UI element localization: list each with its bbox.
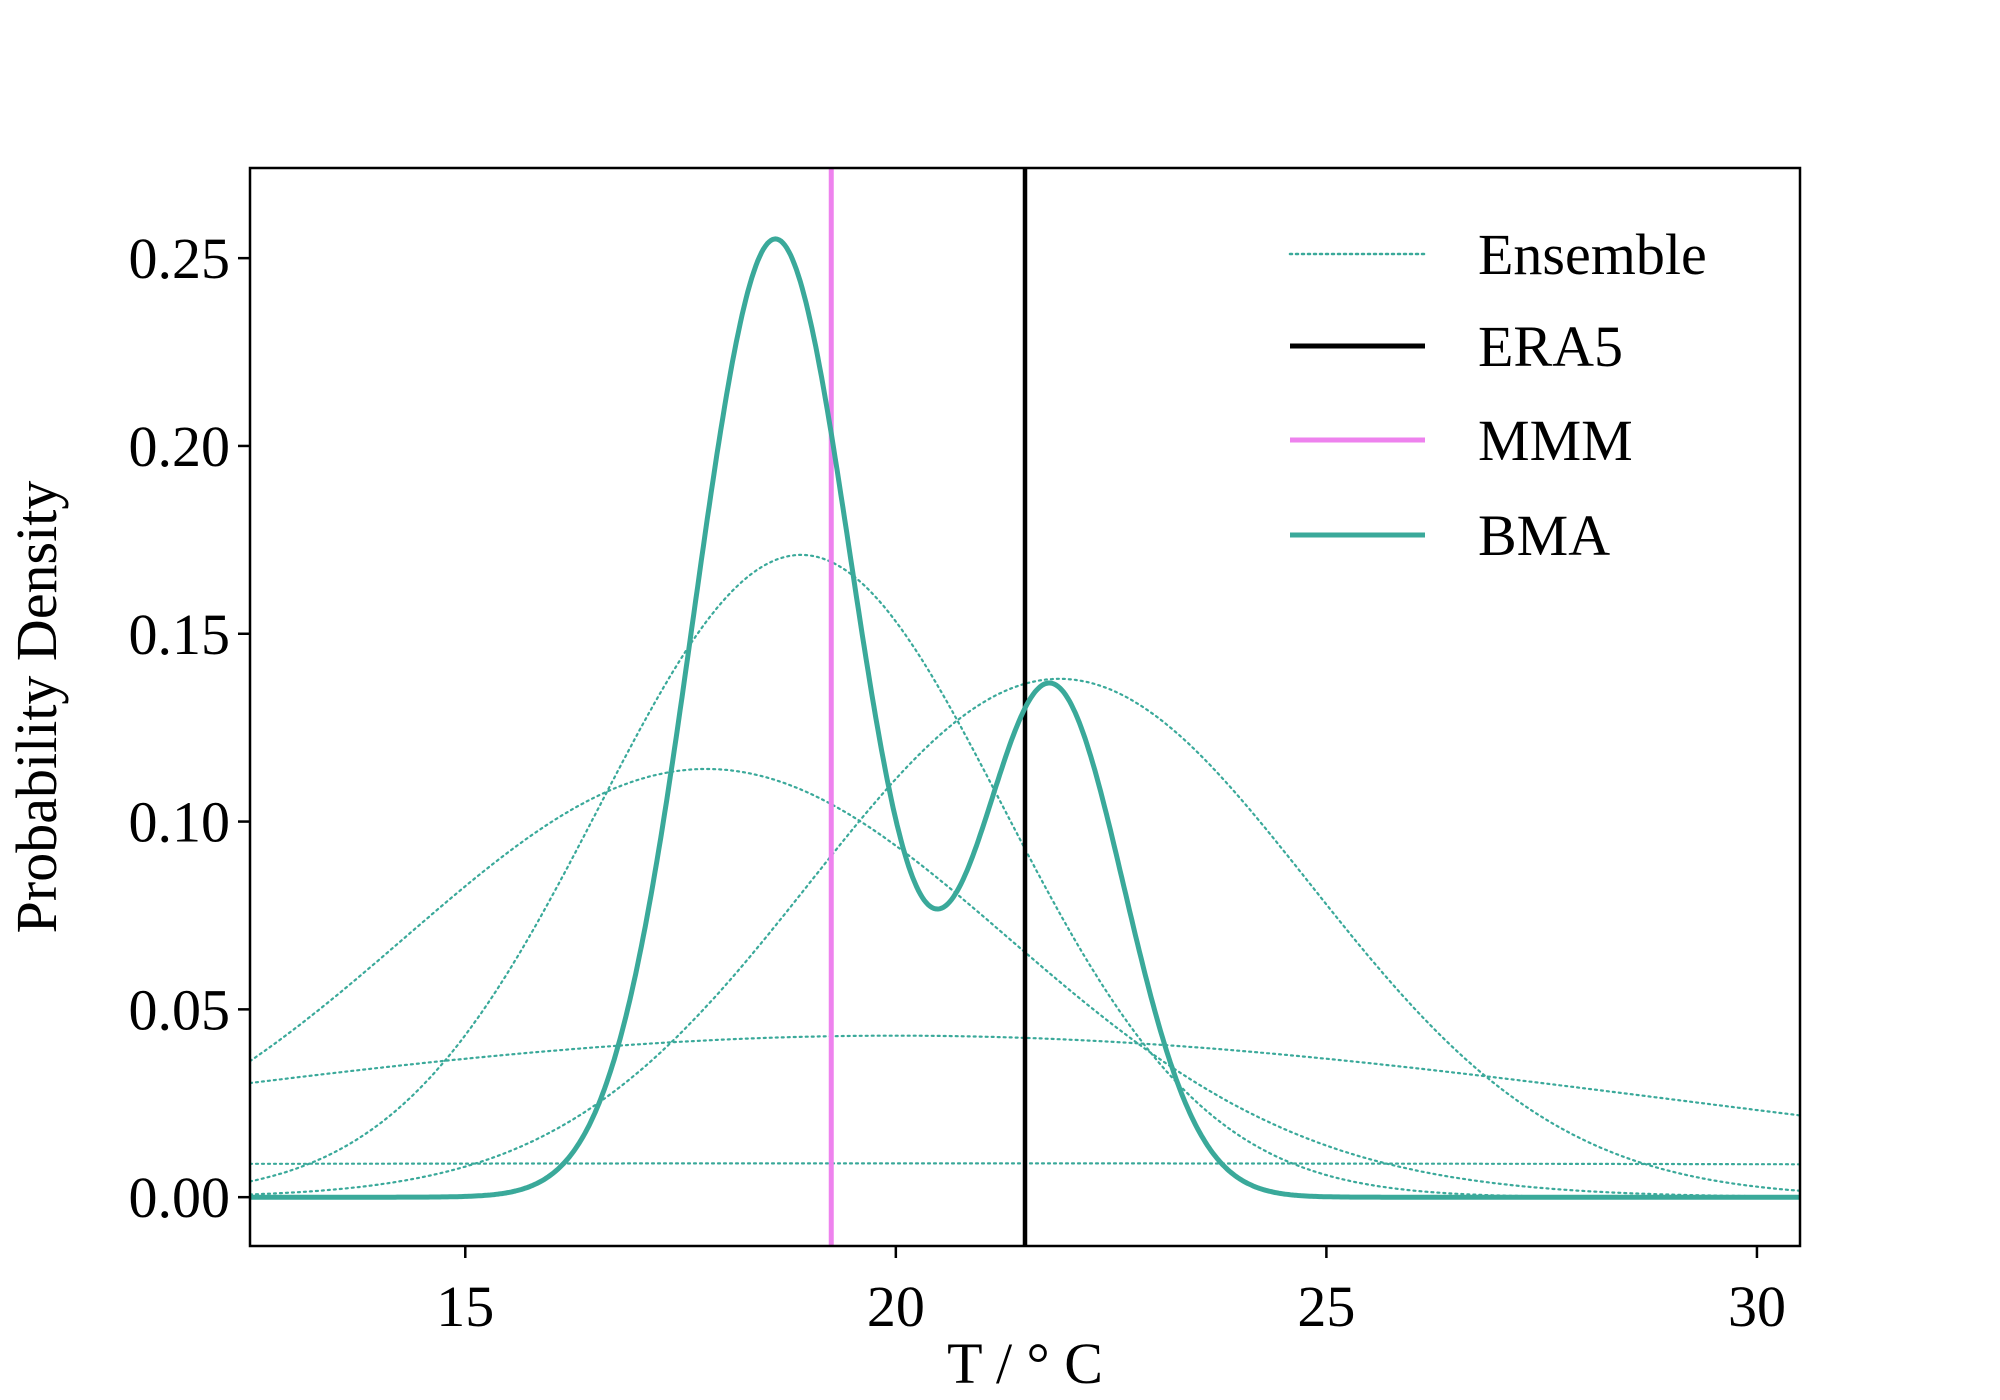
ensemble-member-curve-3: [250, 677, 1800, 1196]
legend: Ensemble ERA5 MMM BMA: [1288, 222, 1707, 568]
legend-label-mmm: MMM: [1478, 408, 1633, 473]
series-layer: [250, 168, 1800, 1246]
legend-label-ensemble: Ensemble: [1478, 222, 1707, 287]
y-tick-label-0.25: 0.25: [129, 226, 231, 291]
bma-curve: [250, 236, 1800, 1200]
legend-label-era5: ERA5: [1478, 314, 1623, 379]
x-tick-label-20: 20: [867, 1274, 925, 1339]
x-tick-label-25: 25: [1297, 1274, 1355, 1339]
y-tick-label-0.00: 0.00: [129, 1165, 231, 1230]
y-tick-label-0.15: 0.15: [129, 602, 231, 667]
plot-frame: [248, 166, 1802, 1248]
y-axis-label: Probability Density: [4, 481, 69, 934]
axis-layer: 15 20 25 30 0.00 0.05 0.10 0.15 0.20 0.25: [129, 226, 1786, 1339]
x-axis-label: T / ° C: [947, 1331, 1103, 1396]
x-tick-label-15: 15: [436, 1274, 494, 1339]
y-tick-label-0.10: 0.10: [129, 790, 231, 855]
y-tick-label-0.05: 0.05: [129, 977, 231, 1042]
x-tick-label-30: 30: [1728, 1274, 1786, 1339]
ensemble-member-curve-4: [250, 1034, 1800, 1117]
legend-label-bma: BMA: [1478, 503, 1610, 568]
y-tick-label-0.20: 0.20: [129, 414, 231, 479]
